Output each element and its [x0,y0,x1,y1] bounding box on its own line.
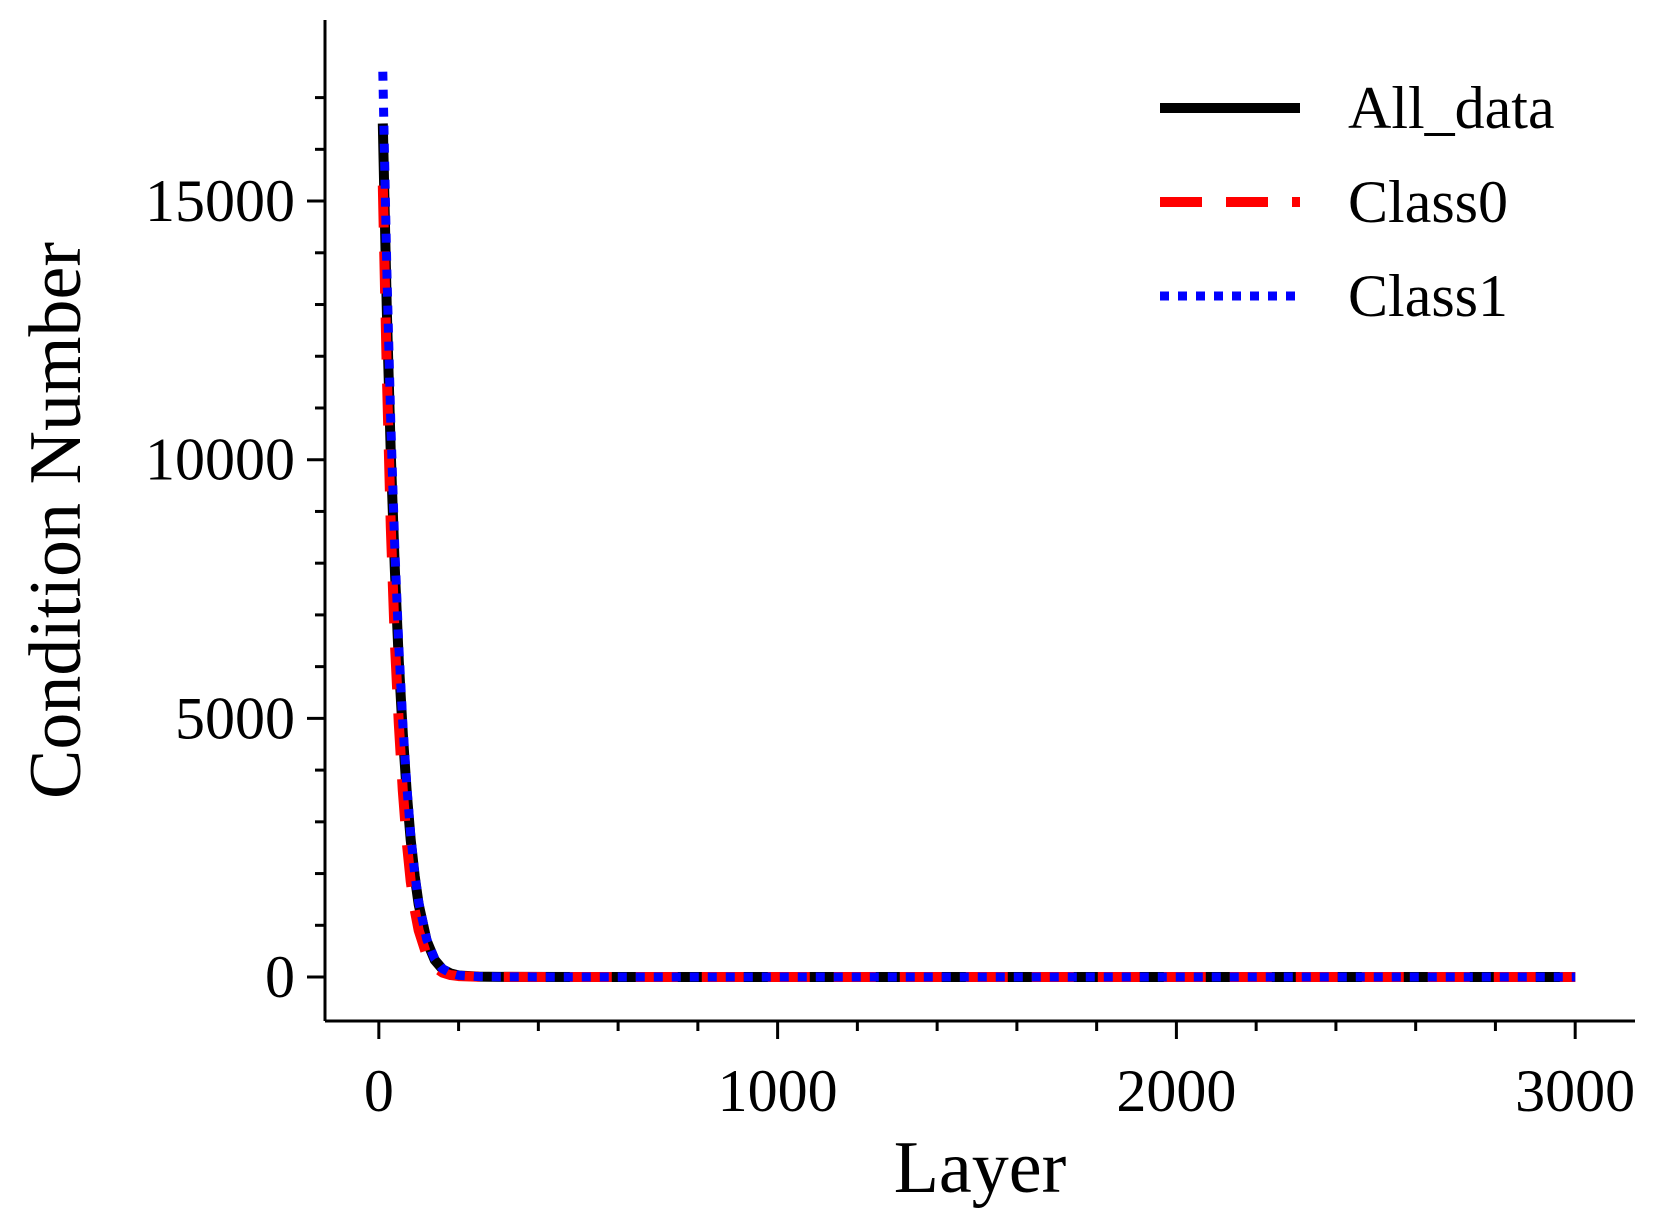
x-tick-label: 0 [364,1058,394,1124]
axes [307,20,1635,1039]
x-tick-label: 1000 [718,1058,838,1124]
legend-label: Class1 [1348,263,1508,329]
y-tick-label: 5000 [175,685,295,751]
tick-labels: 0 1000 2000 3000 0 5000 10000 15000 [145,168,1635,1124]
series-layer [377,71,1576,982]
y-axis-title: Condition Number [15,242,97,799]
y-tick-label: 10000 [145,427,295,493]
y-tick-label: 0 [265,944,295,1010]
series-line-all-data [377,123,1576,982]
x-axis-title: Layer [894,1127,1067,1209]
x-tick-label: 3000 [1515,1058,1635,1124]
legend: All_data Class0 Class1 [1160,75,1555,329]
series-line-class1 [378,71,1576,982]
legend-label: All_data [1348,75,1555,141]
y-tick-label: 15000 [145,168,295,234]
legend-label: Class0 [1348,169,1508,235]
x-tick-label: 2000 [1116,1058,1236,1124]
series-line-class0 [377,185,1576,982]
